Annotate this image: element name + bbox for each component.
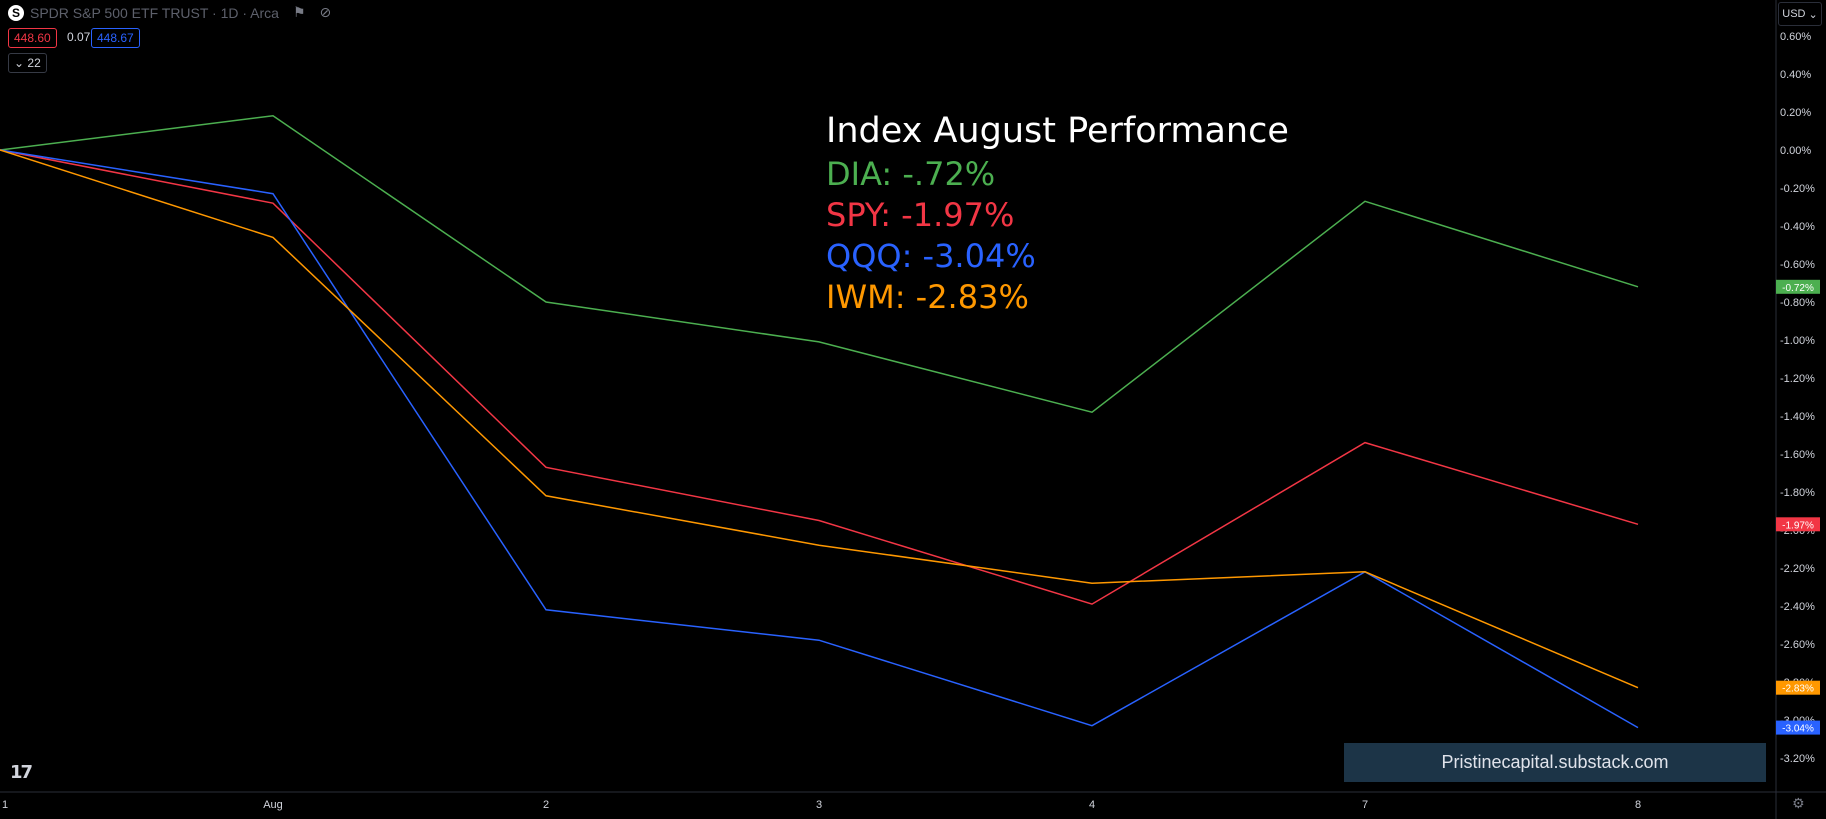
y-tick-label: 0.20% [1780,107,1811,119]
last-value-text: -3.04% [1782,724,1814,735]
y-tick-label: -0.20% [1780,183,1815,195]
x-tick-label: 3 [816,799,822,811]
symbol-title[interactable]: SPDR S&P 500 ETF TRUST · 1D · Arca [30,4,279,21]
last-value-labels: -0.72% -1.97% -3.04% -2.83% [1776,279,1820,735]
annotation-row: QQQ: -3.04% [826,237,1036,275]
series-line[interactable] [0,149,1639,689]
y-tick-label: -0.40% [1780,221,1815,233]
symbol-header: S SPDR S&P 500 ETF TRUST · 1D · Arca ⚑ ⊘ [8,4,331,21]
symbol-logo-icon: S [8,4,24,21]
last-value-badge [1776,720,1820,735]
gear-icon[interactable]: ⚙ [1792,795,1805,811]
y-tick-label: -1.40% [1780,411,1815,423]
last-value-text: -2.83% [1782,684,1814,695]
watermark-text: Pristinecapital.substack.com [1441,752,1669,772]
series-line[interactable] [0,115,1639,414]
chart-annotation: Index August Performance DIA: -.72% SPY: … [826,108,1289,318]
y-tick-label: -1.00% [1780,335,1815,347]
spread-value: 0.07 [67,30,91,44]
sell-button[interactable]: 448.60 [8,28,57,48]
y-tick-label: 0.40% [1780,69,1811,81]
chevron-down-icon: ⌄ [1808,8,1818,21]
time-scale[interactable]: 1 Aug 2 3 4 7 8 [2,799,1641,811]
series-line[interactable] [0,149,1639,729]
annotation-row: IWM: -2.83% [826,278,1029,316]
collapse-indicators-button[interactable]: ⌄ 22 [8,53,47,73]
last-value-text: -1.97% [1782,520,1814,531]
last-value-text: -0.72% [1782,283,1814,294]
currency-button[interactable]: USD ⌄ [1778,2,1822,26]
last-value-badge [1776,680,1820,695]
tradingview-logo-icon[interactable]: 17 [10,762,33,783]
y-tick-label: -1.20% [1780,373,1815,385]
eye-hidden-icon[interactable]: ⊘ [319,4,332,20]
y-tick-label: -2.60% [1780,639,1815,651]
x-tick-label: 4 [1089,799,1095,811]
annotation-row: SPY: -1.97% [826,196,1015,234]
annotation-row: DIA: -.72% [826,155,996,193]
x-tick-label: 2 [543,799,549,811]
series-line[interactable] [0,149,1639,605]
indicator-count: 22 [27,56,41,70]
plot-lines [0,115,1639,729]
y-tick-label: -3.20% [1780,753,1815,765]
chevron-down-icon: ⌄ [14,56,25,70]
currency-label: USD [1782,8,1806,20]
annotation-title: Index August Performance [826,111,1289,151]
x-tick-label: 8 [1635,799,1641,811]
y-tick-label: -1.80% [1780,487,1815,499]
last-value-badge [1776,517,1820,532]
y-tick-label: -0.80% [1780,297,1815,309]
y-tick-label: -1.60% [1780,449,1815,461]
y-tick-label: -2.40% [1780,601,1815,613]
y-tick-label: -0.60% [1780,259,1815,271]
y-tick-label: 0.00% [1780,145,1811,157]
y-tick-label: 0.60% [1780,31,1811,43]
last-value-badge [1776,279,1820,294]
buy-button[interactable]: 448.67 [91,28,140,48]
watermark-box: Pristinecapital.substack.com [1344,743,1766,782]
y-tick-label: -2.20% [1780,563,1815,575]
x-tick-label: 7 [1362,799,1368,811]
flag-icon[interactable]: ⚑ [292,4,306,20]
x-tick-label: 1 [2,799,8,811]
x-tick-label: Aug [263,799,283,811]
